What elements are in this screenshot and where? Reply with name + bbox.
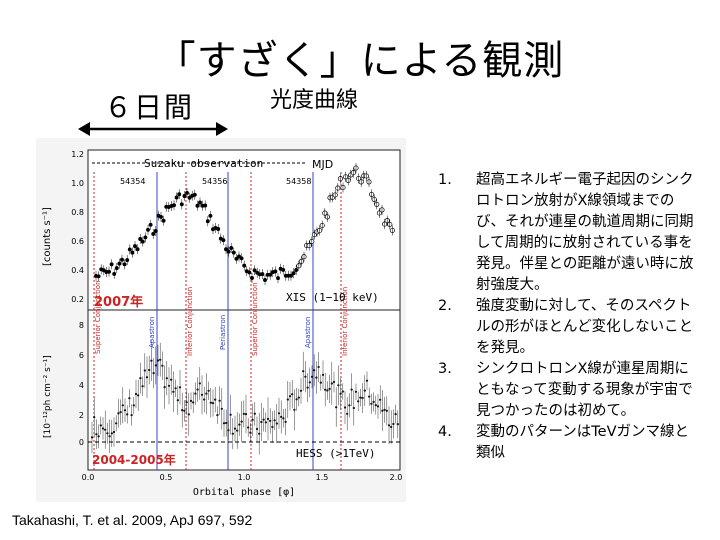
list-item: 4. 変動のパターンはTeVガンマ線と類似 — [438, 422, 696, 464]
xtick: 2.0 — [390, 473, 403, 482]
upper-ytick: 0.8 — [71, 208, 84, 217]
marker-label: Superior Conjunction — [251, 282, 259, 356]
list-item: 2. 強度変動に対して、そのスペクトルの形がほとんど変化しないことを発見。 — [438, 296, 696, 359]
marker-labels: Superior Conjunction Apastron Inferior C… — [94, 280, 349, 356]
item-number: 2. — [438, 298, 452, 314]
xtick: 0.5 — [160, 473, 173, 482]
xtick: 1.0 — [238, 473, 251, 482]
item-text: シンクロトロンX線が連星周期にともなって変動する現象が宇宙で見つかったのは初めて… — [476, 361, 693, 419]
xtick: 1.5 — [316, 473, 329, 482]
hess-label: HESS (>1TeV) — [296, 447, 375, 460]
mjd-tick: 54356 — [202, 177, 227, 186]
marker-label: Apastron — [304, 317, 312, 348]
item-number: 1. — [438, 172, 452, 188]
xtick: 0.0 — [82, 473, 95, 482]
item-text: 超高エネルギー電子起因のシンクロトロン放射がX線領域までのび、それが連星の軌道周… — [476, 172, 694, 293]
xis-label: XIS (1−10 keV) — [286, 291, 379, 304]
lower-ytick: 6 — [79, 351, 84, 360]
lower-ylabel: [10⁻¹²ph cm⁻² s⁻¹] — [43, 355, 53, 438]
mjd-label: MJD — [312, 158, 333, 171]
lower-ytick: 0 — [79, 438, 84, 447]
list-item: 3. シンクロトロンX線が連星周期にともなって変動する現象が宇宙で見つかったのは… — [438, 359, 696, 422]
lower-panel — [87, 309, 401, 471]
mjd-tick: 54358 — [286, 177, 311, 186]
findings-list: 1. 超高エネルギー電子起因のシンクロトロン放射がX線領域までのび、それが連星の… — [438, 170, 696, 464]
lower-ytick: 2 — [79, 411, 84, 420]
marker-label: Periastron — [219, 315, 227, 350]
marker-label: Inferior Conjunction — [186, 287, 194, 356]
item-text: 変動のパターンはTeVガンマ線と類似 — [476, 424, 690, 461]
marker-label: Inferior Conjunction — [341, 287, 349, 356]
slide-title: 「すざく」による観測 — [155, 38, 565, 84]
upper-ytick: 0.4 — [71, 266, 84, 275]
xlabel: Orbital phase [φ] — [193, 487, 295, 498]
item-number: 4. — [438, 424, 452, 440]
upper-ytick: 0.2 — [71, 295, 84, 304]
lightcurve-figure: Suzaku observation MJD 54354 54356 54358… — [36, 138, 406, 502]
upper-ytick: 0.6 — [71, 237, 84, 246]
lower-ytick: 4 — [79, 381, 84, 390]
duration-label: ６日間 — [104, 91, 195, 124]
marker-label: Superior Conjunction — [94, 280, 102, 354]
banner-text: Suzaku observation — [144, 157, 263, 170]
item-number: 3. — [438, 361, 452, 377]
upper-ytick: 1.2 — [71, 150, 84, 159]
citation: Takahashi, T. et al. 2009, ApJ 697, 592 — [12, 512, 253, 528]
year-2004-2005-label: 2004-2005年 — [92, 452, 176, 467]
list-item: 1. 超高エネルギー電子起因のシンクロトロン放射がX線領域までのび、それが連星の… — [438, 170, 696, 296]
item-text: 強度変動に対して、そのスペクトルの形がほとんど変化しないことを発見。 — [476, 298, 694, 356]
xis-datapoints — [94, 163, 395, 285]
marker-label: Apastron — [148, 317, 156, 348]
hess-datapoints — [90, 340, 399, 455]
lower-ytick: 8 — [79, 321, 84, 330]
upper-ytick: 1.0 — [71, 179, 84, 188]
year-2007-label: 2007年 — [94, 294, 143, 310]
mjd-tick: 54354 — [120, 177, 145, 186]
lightcurve-label: 光度曲線 — [270, 88, 359, 113]
duration-arrow-icon — [78, 122, 228, 136]
upper-ylabel: [counts s⁻¹] — [42, 207, 53, 266]
